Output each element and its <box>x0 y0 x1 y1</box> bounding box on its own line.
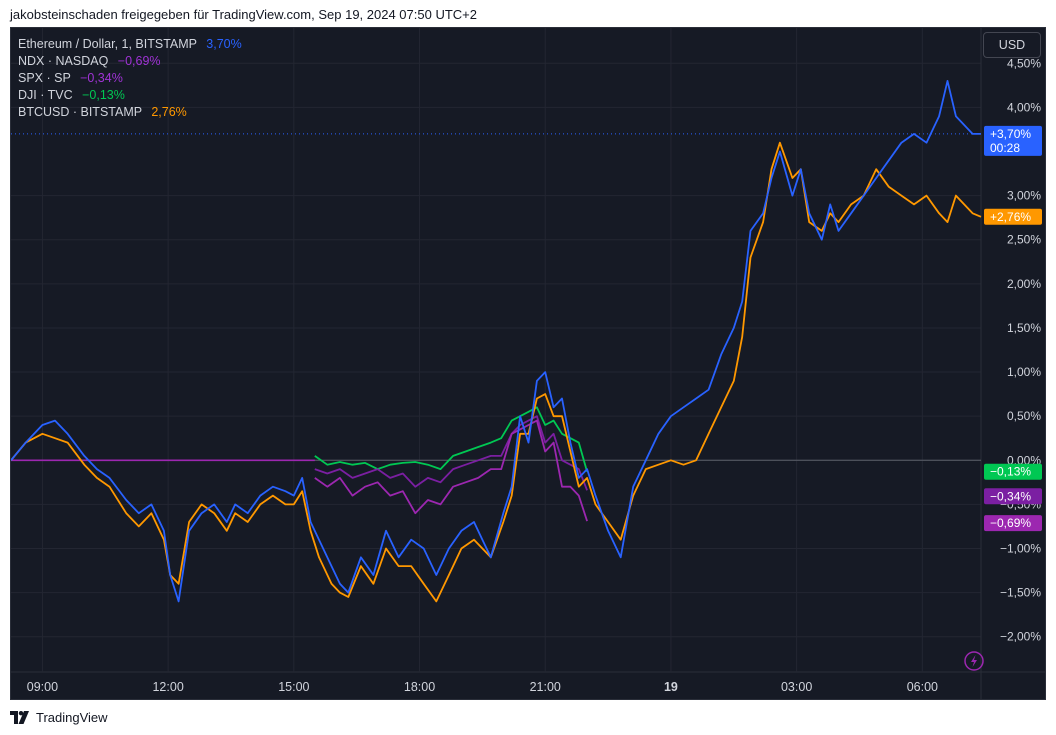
x-tick-label: 03:00 <box>781 680 812 694</box>
y-axis: 4,50% 4,00% 3,00% 2,50% 2,00% 1,50% 1,00% 0,50%… <box>1000 56 1041 643</box>
legend-item-spx[interactable]: SPX · SP −0,34% <box>18 70 242 87</box>
x-tick-label: 19 <box>664 680 678 694</box>
currency-button[interactable]: USD <box>983 32 1041 58</box>
x-tick-label: 18:00 <box>404 680 435 694</box>
y-tick-label: 0,50% <box>1007 409 1041 423</box>
x-tick-label: 15:00 <box>278 680 309 694</box>
y-tick-label: 1,50% <box>1007 321 1041 335</box>
legend-value: 3,70% <box>206 37 242 51</box>
y-tick-label: −1,50% <box>1000 586 1041 600</box>
price-tag-label: −0,69% <box>990 516 1031 530</box>
grid-layer <box>11 28 1045 699</box>
price-tag <box>984 125 1042 156</box>
legend-item-btc[interactable]: BTCUSD · BITSTAMP 2,76% <box>18 104 242 121</box>
y-tick-label: −2,00% <box>1000 630 1041 644</box>
chart-panel[interactable]: 4,50% 4,00% 3,00% 2,50% 2,00% 1,50% 1,00% 0,50%… <box>10 27 1046 700</box>
legend-item-ndx[interactable]: NDX · NASDAQ −0,69% <box>18 53 242 70</box>
legend-item-eth[interactable]: Ethereum / Dollar, 1, BITSTAMP 3,70% <box>18 36 242 53</box>
y-tick-label: −1,00% <box>1000 541 1041 555</box>
series-layer <box>11 80 982 603</box>
legend-value: −0,69% <box>117 54 161 68</box>
lightning-icon[interactable] <box>963 650 985 672</box>
x-tick-label: 06:00 <box>907 680 938 694</box>
legend-label: Ethereum / Dollar, 1, BITSTAMP <box>18 37 197 51</box>
y-tick-label: 2,00% <box>1007 277 1041 291</box>
price-tag-label: −0,34% <box>990 489 1031 503</box>
dji-series-line <box>314 406 588 472</box>
x-tick-label: 21:00 <box>530 680 561 694</box>
legend-label: SPX · SP <box>18 71 71 85</box>
price-tag <box>984 208 1042 225</box>
price-tag-countdown: 00:28 <box>990 141 1020 155</box>
y-tick-label: 1,00% <box>1007 365 1041 379</box>
footer: TradingView <box>10 710 108 725</box>
price-tag <box>984 488 1042 505</box>
y-tick-label: 2,50% <box>1007 233 1041 247</box>
price-tag <box>984 463 1042 480</box>
price-tag <box>984 515 1042 532</box>
legend-item-dji[interactable]: DJI · TVC −0,13% <box>18 87 242 104</box>
legend-label: BTCUSD · BITSTAMP <box>18 105 142 119</box>
legend: Ethereum / Dollar, 1, BITSTAMP 3,70% NDX… <box>18 36 242 121</box>
footer-brand: TradingView <box>36 710 108 725</box>
chart-canvas[interactable]: 4,50% 4,00% 3,00% 2,50% 2,00% 1,50% 1,00% 0,50%… <box>11 28 1046 700</box>
y-tick-label: 3,00% <box>1007 189 1041 203</box>
legend-value: 2,76% <box>151 105 187 119</box>
eth-series-line <box>11 80 981 603</box>
price-tags: +3,70%00:28 +2,76% −0,13% −0,34% −0,69% <box>984 125 1042 532</box>
x-tick-label: 09:00 <box>27 680 58 694</box>
spx-series-line <box>314 415 588 491</box>
x-tick-label: 12:00 <box>152 680 183 694</box>
x-axis: 09:00 12:00 15:00 18:00 21:00 19 03:00 06:00 <box>27 680 938 694</box>
price-tag-label: +3,70% <box>990 127 1031 141</box>
price-tag-label: +2,76% <box>990 210 1031 224</box>
ndx-series-line <box>314 419 588 522</box>
share-caption: jakobsteinschaden freigegeben für Tradin… <box>10 7 477 22</box>
price-tag-label: −0,13% <box>990 465 1031 479</box>
tradingview-logo-icon <box>10 711 29 724</box>
legend-value: −0,34% <box>80 71 123 85</box>
y-tick-label: 4,00% <box>1007 100 1041 114</box>
legend-label: DJI · TVC <box>18 88 73 102</box>
y-tick-label: 4,50% <box>1007 56 1041 70</box>
legend-label: NDX · NASDAQ <box>18 54 109 68</box>
legend-value: −0,13% <box>82 88 125 102</box>
